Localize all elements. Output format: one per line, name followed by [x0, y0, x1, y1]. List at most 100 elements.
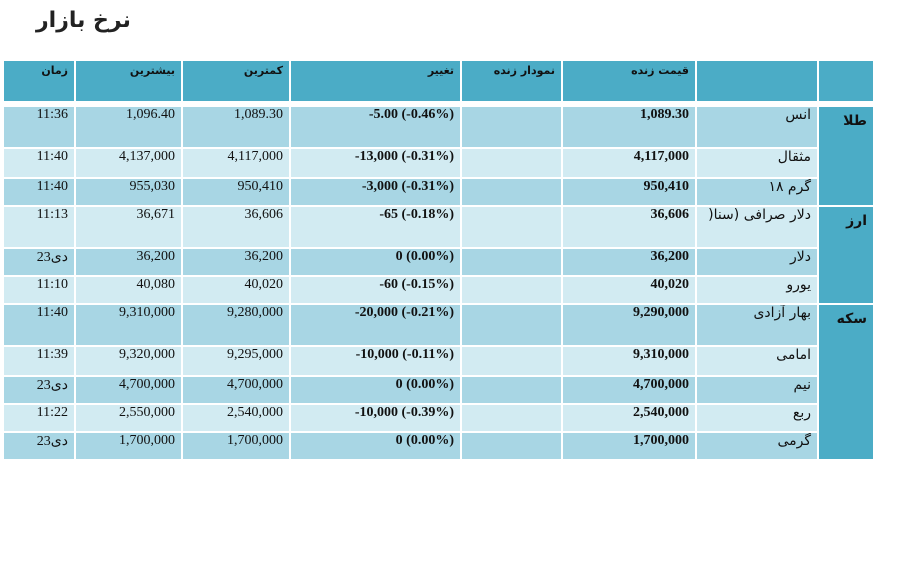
cell-live-chart	[460, 275, 563, 305]
table-row: 11:40 955,030 950,410 -3,000 (-0.31%) 95…	[2, 177, 874, 207]
cell-min: 9,280,000	[181, 303, 291, 347]
cell-min: 1,700,000	[181, 431, 291, 461]
cell-time: 11:39	[2, 345, 76, 377]
market-rates-table: زمان بیشترین کمترین تغییر نمودار زنده قی…	[2, 59, 875, 461]
header-name	[695, 59, 819, 103]
cell-time: 11:40	[2, 177, 76, 207]
cell-live-chart	[460, 205, 563, 249]
cell-time: 11:13	[2, 205, 76, 249]
cell-price: 36,606	[561, 205, 697, 249]
table-row: 11:40 9,310,000 9,280,000 -20,000 (-0.21…	[2, 303, 875, 461]
table-row: 11:10 40,080 40,020 -60 (-0.15%) 40,020 …	[2, 275, 874, 305]
cell-max: 40,080	[74, 275, 183, 305]
group-label-currency: ارز	[817, 205, 875, 305]
header-group	[817, 59, 875, 103]
header-chart: نمودار زنده	[460, 59, 563, 103]
table-header-row: زمان بیشترین کمترین تغییر نمودار زنده قی…	[2, 59, 875, 103]
header-price: قیمت زنده	[561, 59, 697, 103]
cell-live-chart	[460, 105, 563, 149]
cell-name: گرمی	[695, 431, 819, 461]
group-label-gold: طلا	[817, 105, 875, 207]
cell-max: 955,030	[74, 177, 183, 207]
cell-live-chart	[460, 403, 563, 433]
cell-change: -60 (-0.15%)	[289, 275, 462, 305]
cell-live-chart	[460, 247, 563, 277]
cell-name: دلار	[695, 247, 819, 277]
group-label-coin: سکه	[817, 303, 875, 461]
cell-change: 0 (0.00%)	[289, 375, 462, 405]
cell-min: 9,295,000	[181, 345, 291, 377]
cell-time: 11:36	[2, 105, 76, 149]
cell-change: -10,000 (-0.11%)	[289, 345, 462, 377]
cell-max: 36,200	[74, 247, 183, 277]
header-time: زمان	[2, 59, 76, 103]
cell-max: 36,671	[74, 205, 183, 249]
table-row: 11:13 36,671 36,606 -65 (-0.18%) 36,606 …	[2, 205, 875, 305]
cell-time: 11:40	[2, 147, 76, 179]
cell-live-chart	[460, 345, 563, 377]
cell-time: 23دی	[2, 431, 76, 461]
cell-change: -10,000 (-0.39%)	[289, 403, 462, 433]
table-row: 23دی 4,700,000 4,700,000 0 (0.00%) 4,700…	[2, 375, 874, 405]
cell-change: -13,000 (-0.31%)	[289, 147, 462, 179]
table-row: 23دی 1,700,000 1,700,000 0 (0.00%) 1,700…	[2, 431, 874, 461]
cell-name: بهار آزادی	[695, 303, 819, 347]
cell-price: 36,200	[561, 247, 697, 277]
cell-max: 9,320,000	[74, 345, 183, 377]
table-row: 11:40 4,137,000 4,117,000 -13,000 (-0.31…	[2, 147, 874, 179]
cell-min: 40,020	[181, 275, 291, 305]
cell-time: 11:22	[2, 403, 76, 433]
cell-live-chart	[460, 177, 563, 207]
cell-name: نیم	[695, 375, 819, 405]
cell-change: -65 (-0.18%)	[289, 205, 462, 249]
cell-live-chart	[460, 147, 563, 179]
cell-min: 4,700,000	[181, 375, 291, 405]
header-min: کمترین	[181, 59, 291, 103]
cell-time: 11:40	[2, 303, 76, 347]
header-change: تغییر	[289, 59, 462, 103]
cell-live-chart	[460, 303, 563, 347]
cell-name: ربع	[695, 403, 819, 433]
cell-price: 1,700,000	[561, 431, 697, 461]
cell-name: امامی	[695, 345, 819, 377]
cell-max: 9,310,000	[74, 303, 183, 347]
cell-price: 1,089.30	[561, 105, 697, 149]
table-row: 11:22 2,550,000 2,540,000 -10,000 (-0.39…	[2, 403, 874, 433]
table-row: 11:36 1,096.40 1,089.30 -5.00 (-0.46%) 1…	[2, 105, 875, 207]
cell-min: 2,540,000	[181, 403, 291, 433]
cell-max: 4,137,000	[74, 147, 183, 179]
header-max: بیشترین	[74, 59, 183, 103]
cell-price: 950,410	[561, 177, 697, 207]
cell-price: 4,117,000	[561, 147, 697, 179]
cell-change: 0 (0.00%)	[289, 247, 462, 277]
cell-min: 36,200	[181, 247, 291, 277]
cell-change: -5.00 (-0.46%)	[289, 105, 462, 149]
cell-live-chart	[460, 375, 563, 405]
cell-name: یورو	[695, 275, 819, 305]
cell-price: 2,540,000	[561, 403, 697, 433]
cell-name: دلار صرافی (سنا(	[695, 205, 819, 249]
table-row: 11:39 9,320,000 9,295,000 -10,000 (-0.11…	[2, 345, 874, 377]
cell-price: 40,020	[561, 275, 697, 305]
cell-max: 4,700,000	[74, 375, 183, 405]
cell-time: 23دی	[2, 375, 76, 405]
cell-price: 4,700,000	[561, 375, 697, 405]
cell-max: 1,700,000	[74, 431, 183, 461]
cell-price: 9,310,000	[561, 345, 697, 377]
cell-time: 23دی	[2, 247, 76, 277]
page-title: نرخ بازار	[36, 8, 131, 33]
cell-min: 36,606	[181, 205, 291, 249]
cell-min: 1,089.30	[181, 105, 291, 149]
cell-min: 950,410	[181, 177, 291, 207]
cell-time: 11:10	[2, 275, 76, 305]
cell-price: 9,290,000	[561, 303, 697, 347]
cell-max: 2,550,000	[74, 403, 183, 433]
table-row: 23دی 36,200 36,200 0 (0.00%) 36,200 دلار	[2, 247, 874, 277]
cell-live-chart	[460, 431, 563, 461]
cell-change: 0 (0.00%)	[289, 431, 462, 461]
cell-name: مثقال	[695, 147, 819, 179]
cell-change: -3,000 (-0.31%)	[289, 177, 462, 207]
cell-change: -20,000 (-0.21%)	[289, 303, 462, 347]
cell-max: 1,096.40	[74, 105, 183, 149]
cell-min: 4,117,000	[181, 147, 291, 179]
